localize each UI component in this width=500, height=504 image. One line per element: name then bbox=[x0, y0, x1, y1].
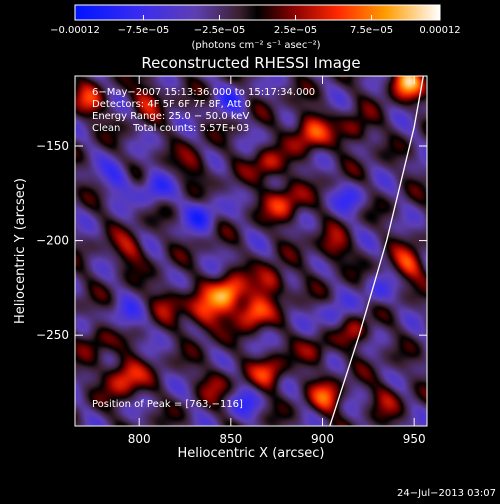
colorbar-tick-label: −0.00012 bbox=[50, 25, 100, 36]
chart-title: Reconstructed RHESSI Image bbox=[141, 54, 360, 72]
x-axis-label: Heliocentric X (arcsec) bbox=[178, 446, 325, 461]
plot-area: 800 850 900 950 −150 −200 −250 6−May−2007 15:1… bbox=[36, 75, 428, 446]
annotation-line-energy: Energy Range: 25.0 − 50.0 keV bbox=[92, 111, 249, 122]
axis-ticks: 800 850 900 950 −150 −200 −250 bbox=[36, 76, 427, 446]
footer-timestamp: 24−Jul−2013 03:07 bbox=[397, 488, 496, 499]
colorbar-gradient bbox=[74, 4, 441, 21]
x-tick-label: 900 bbox=[311, 432, 334, 446]
heatmap-image bbox=[75, 76, 427, 426]
y-axis-label: Heliocentric Y (arcsec) bbox=[13, 178, 28, 324]
y-tick-label: −250 bbox=[36, 328, 69, 342]
y-tick-label: −200 bbox=[36, 234, 69, 248]
annotation-line-time: 6−May−2007 15:13:36.000 to 15:17:34.000 bbox=[92, 87, 315, 98]
colorbar-tick-label: −7.5e−05 bbox=[118, 25, 170, 36]
x-tick-label: 950 bbox=[403, 432, 426, 446]
solar-limb-curve bbox=[329, 76, 424, 426]
x-tick-label: 850 bbox=[219, 432, 242, 446]
colorbar-tick-label: 7.5e−05 bbox=[350, 25, 393, 36]
colorbar-tick-label: 0.00012 bbox=[419, 25, 460, 36]
annotation-line-clean: Clean Total counts: 5.57E+03 bbox=[92, 123, 249, 134]
peak-position-label: Position of Peak = [763,−116] bbox=[92, 399, 243, 410]
info-annotation: 6−May−2007 15:13:36.000 to 15:17:34.000 … bbox=[92, 87, 315, 134]
colorbar-tick-label: −2.5e−05 bbox=[194, 25, 246, 36]
annotation-line-detectors: Detectors: 4F 5F 6F 7F 8F, Att 0 bbox=[92, 99, 251, 110]
colorbar-tick-label: 2.5e−05 bbox=[274, 25, 317, 36]
colorbar-units-label: (photons cm⁻² s⁻¹ asec⁻²) bbox=[191, 40, 320, 51]
colorbar-ticks: −0.00012 −7.5e−05 −2.5e−05 2.5e−05 7.5e−05 0.… bbox=[50, 15, 461, 36]
colorbar: −0.00012 −7.5e−05 −2.5e−05 2.5e−05 7.5e−05 0.… bbox=[50, 4, 461, 51]
y-tick-label: −150 bbox=[36, 139, 69, 153]
x-tick-label: 800 bbox=[128, 432, 151, 446]
plot-frame bbox=[74, 75, 428, 427]
